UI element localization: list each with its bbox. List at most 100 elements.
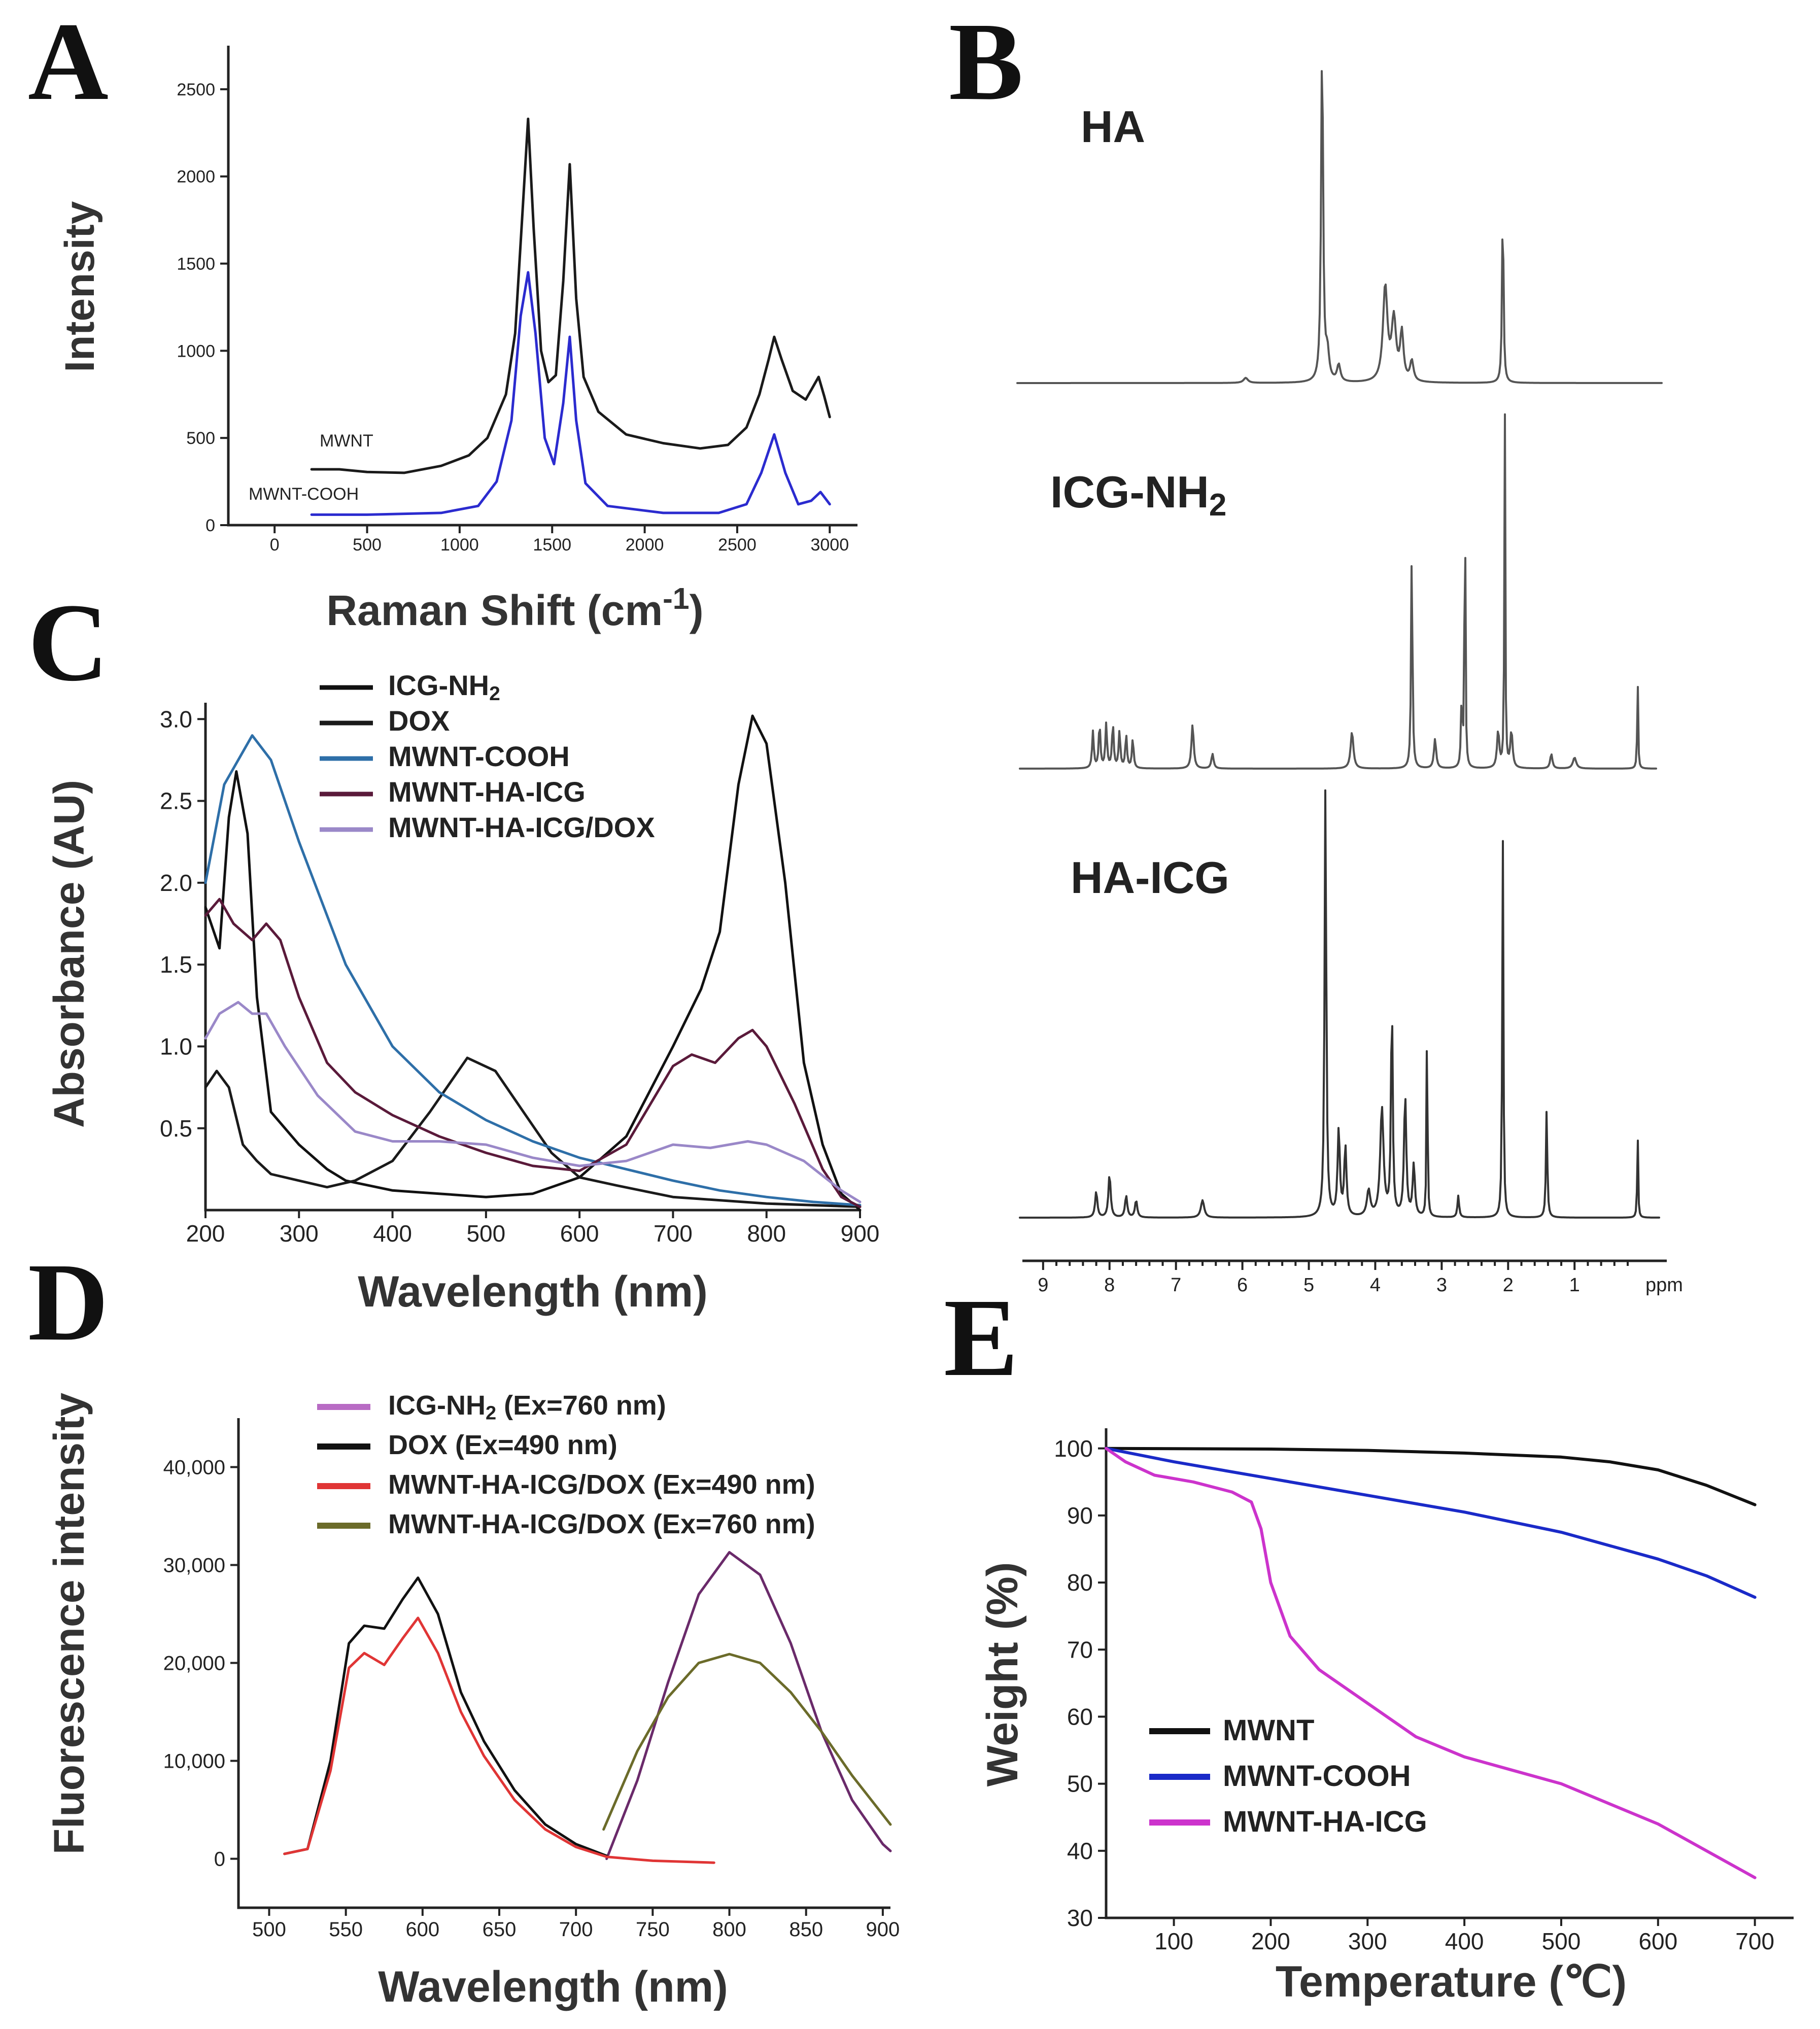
ppm-tick-label: 3 bbox=[1436, 1275, 1447, 1296]
legend-label-3: MWNT-HA-ICG bbox=[388, 776, 586, 808]
legend-label-1: MWNT-COOH bbox=[1223, 1760, 1411, 1793]
legend-label-0-main: ICG-NH bbox=[388, 669, 489, 701]
series-line-2 bbox=[1105, 1447, 1757, 1879]
panel-letter-e: E bbox=[944, 1276, 1018, 1399]
x-tick-label: 850 bbox=[789, 1918, 823, 1941]
legend-label-3-tail: (Ex=760 nm) bbox=[645, 1509, 815, 1539]
x-tick-label: 3000 bbox=[810, 535, 849, 555]
legend-label-0-sub: 2 bbox=[486, 1403, 496, 1424]
series-line-0 bbox=[204, 714, 862, 1212]
series-line-1 bbox=[204, 1056, 862, 1208]
x-axis-label: Wavelength (nm) bbox=[358, 1267, 708, 1316]
legend-label-1-tail: (Ex=490 nm) bbox=[448, 1430, 617, 1460]
y-tick-label: 3.0 bbox=[160, 706, 192, 732]
absorbance-chart: 200 300 400 500 600 700 800 900 0.5 1.0 1.5 2.0 2.5 3… bbox=[45, 669, 879, 1316]
y-tick-label: 50 bbox=[1067, 1771, 1093, 1797]
spectrum-title-1-main: ICG-NH bbox=[1050, 467, 1209, 517]
legend-label-1-main: DOX bbox=[388, 1430, 448, 1460]
series-line-0 bbox=[605, 1551, 892, 1860]
series-line-4 bbox=[204, 1001, 862, 1203]
axis-lines bbox=[1105, 1428, 1794, 1919]
x-tick-label: 800 bbox=[712, 1918, 746, 1941]
x-tick-label: 2500 bbox=[718, 535, 757, 555]
ppm-tick-label: 2 bbox=[1503, 1275, 1514, 1296]
legend-label-2: MWNT-HA-ICG bbox=[1223, 1805, 1427, 1838]
legend-label-1-main: DOX bbox=[388, 705, 450, 737]
spectrum-title-2-main: HA-ICG bbox=[1071, 852, 1229, 903]
series-line-3 bbox=[602, 1653, 892, 1831]
series-line-1 bbox=[283, 1576, 608, 1858]
x-tick-label: 650 bbox=[483, 1918, 517, 1941]
x-tick-label: 800 bbox=[747, 1220, 786, 1247]
spectrum-title-1: ICG-NH2 bbox=[1050, 467, 1226, 523]
y-tick-label: 2500 bbox=[177, 80, 215, 99]
y-tick-label: 40 bbox=[1067, 1838, 1093, 1864]
x-axis-label-main: Raman Shift (cm bbox=[326, 587, 663, 634]
spectrum-1 bbox=[1019, 413, 1657, 770]
x-tick-label: 100 bbox=[1154, 1928, 1193, 1954]
x-tick-label: 500 bbox=[252, 1918, 286, 1941]
x-tick-label: 750 bbox=[636, 1918, 670, 1941]
spectrum-0 bbox=[1016, 70, 1663, 384]
panel-letter-a: A bbox=[28, 0, 109, 123]
x-tick-label: 0 bbox=[270, 535, 280, 555]
legend-label-1: DOX (Ex=490 nm) bbox=[388, 1430, 617, 1460]
series-line-0 bbox=[1105, 1447, 1757, 1506]
series-line-3 bbox=[204, 898, 862, 1208]
x-tick-label: 2000 bbox=[626, 535, 664, 555]
x-tick-label: 700 bbox=[654, 1220, 693, 1247]
y-tick-label: 0.5 bbox=[160, 1115, 192, 1142]
legend-label-2-main: MWNT-COOH bbox=[388, 740, 570, 772]
legend-label-2: MWNT-COOH bbox=[388, 740, 570, 772]
axis-lines bbox=[227, 46, 857, 527]
x-axis-label-tail: ) bbox=[690, 587, 704, 634]
legend-label-2: MWNT-HA-ICG/DOX (Ex=490 nm) bbox=[388, 1469, 815, 1500]
legend-label-2-tail: (Ex=490 nm) bbox=[645, 1469, 815, 1500]
series-line-1 bbox=[310, 271, 831, 516]
spectrum-title-2: HA-ICG bbox=[1071, 852, 1229, 903]
x-tick-label: 300 bbox=[280, 1220, 319, 1247]
legend-label-0: MWNT bbox=[1223, 1714, 1314, 1747]
y-tick-label: 1.5 bbox=[160, 951, 192, 978]
ppm-tick-label: 7 bbox=[1171, 1275, 1181, 1296]
series-line-2 bbox=[283, 1617, 715, 1864]
legend-label-3-main: MWNT-HA-ICG/DOX bbox=[388, 1509, 645, 1539]
x-tick-label: 400 bbox=[373, 1220, 412, 1247]
series-line-0 bbox=[310, 117, 831, 474]
ppm-tick-label: 8 bbox=[1104, 1275, 1115, 1296]
ppm-tick-label: 6 bbox=[1237, 1275, 1248, 1296]
legend-label-4: MWNT-HA-ICG/DOX bbox=[388, 811, 655, 843]
legend-label-4-main: MWNT-HA-ICG/DOX bbox=[388, 811, 655, 843]
x-axis-label: Temperature (℃) bbox=[1276, 1957, 1627, 2006]
legend-label-0-main: ICG-NH bbox=[388, 1390, 486, 1421]
x-tick-label: 300 bbox=[1348, 1928, 1387, 1954]
x-tick-label: 900 bbox=[866, 1918, 900, 1941]
y-tick-label: 80 bbox=[1067, 1569, 1093, 1596]
y-tick-label: 0 bbox=[205, 516, 215, 535]
y-axis-label: Fluorescence intensity bbox=[45, 1393, 93, 1855]
legend-label-3-main: MWNT-HA-ICG bbox=[388, 776, 586, 808]
ppm-axis-label: ppm bbox=[1645, 1275, 1683, 1296]
spectrum-title-1-sub: 2 bbox=[1209, 488, 1226, 523]
spectrum-2 bbox=[1019, 789, 1660, 1219]
x-tick-label: 700 bbox=[1735, 1928, 1774, 1954]
ppm-tick-label: 1 bbox=[1569, 1275, 1580, 1296]
x-axis-label: Wavelength (nm) bbox=[378, 1963, 728, 2011]
raman-chart: 0 500 1000 1500 2000 2500 3000 0 500 1000 1500 2000… bbox=[57, 46, 857, 634]
y-axis-label: Weight (%) bbox=[978, 1562, 1027, 1787]
y-tick-label: 1000 bbox=[177, 341, 215, 361]
legend-label-0-sub: 2 bbox=[489, 683, 500, 705]
y-tick-label: 30,000 bbox=[163, 1555, 225, 1577]
tga-chart: 100 200 300 400 500 600 700 30 40 50 60 70 80 90 100 MW… bbox=[978, 1428, 1794, 2006]
x-tick-label: 700 bbox=[559, 1918, 593, 1941]
y-tick-label: 500 bbox=[186, 429, 215, 448]
x-tick-label: 550 bbox=[329, 1918, 363, 1941]
y-tick-label: 2000 bbox=[177, 167, 215, 187]
x-axis-label: Raman Shift (cm-1) bbox=[326, 582, 703, 634]
ppm-tick-label: 5 bbox=[1303, 1275, 1314, 1296]
x-tick-label: 500 bbox=[353, 535, 382, 555]
y-axis-label: Absorbance (AU) bbox=[45, 780, 93, 1128]
y-tick-label: 20,000 bbox=[163, 1653, 225, 1675]
